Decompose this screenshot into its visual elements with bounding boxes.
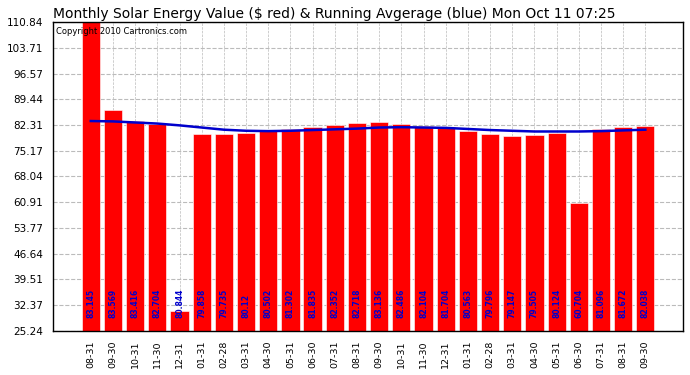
Bar	[259, 132, 277, 375]
Text: 82.104: 82.104	[419, 289, 428, 318]
Text: 80.502: 80.502	[264, 289, 273, 318]
Bar	[370, 122, 388, 375]
Bar	[348, 123, 366, 375]
Text: 81.302: 81.302	[286, 289, 295, 318]
Bar	[570, 203, 588, 375]
Text: 82.704: 82.704	[152, 289, 162, 318]
Bar	[237, 133, 255, 375]
Text: 81.672: 81.672	[619, 289, 628, 318]
Bar	[503, 136, 522, 375]
Text: 79.796: 79.796	[486, 289, 495, 318]
Text: 82.718: 82.718	[353, 289, 362, 318]
Text: 79.735: 79.735	[219, 289, 228, 318]
Bar	[193, 134, 210, 375]
Text: 83.145: 83.145	[86, 289, 95, 318]
Bar	[614, 127, 632, 375]
Text: 81.704: 81.704	[441, 289, 450, 318]
Bar	[459, 131, 477, 375]
Bar	[148, 123, 166, 375]
Bar	[525, 135, 544, 375]
Bar	[126, 121, 144, 375]
Text: 60.704: 60.704	[574, 289, 583, 318]
Bar	[326, 125, 344, 375]
Text: 79.858: 79.858	[197, 289, 206, 318]
Bar	[170, 310, 188, 375]
Bar	[104, 110, 122, 375]
Text: 83.136: 83.136	[375, 289, 384, 318]
Bar	[415, 126, 433, 375]
Text: 82.038: 82.038	[641, 289, 650, 318]
Bar	[215, 134, 233, 375]
Bar	[547, 133, 566, 375]
Text: 81.096: 81.096	[596, 289, 605, 318]
Bar	[392, 124, 411, 375]
Text: 83.569: 83.569	[108, 289, 117, 318]
Text: Copyright 2010 Cartronics.com: Copyright 2010 Cartronics.com	[56, 27, 187, 36]
Text: 82.352: 82.352	[331, 289, 339, 318]
Bar	[481, 134, 499, 375]
Text: 80.12: 80.12	[241, 294, 250, 318]
Bar	[592, 129, 610, 375]
Text: 80.563: 80.563	[464, 289, 473, 318]
Bar	[304, 127, 322, 375]
Text: 81.835: 81.835	[308, 289, 317, 318]
Bar	[437, 127, 455, 375]
Bar	[282, 129, 299, 375]
Text: 80.124: 80.124	[552, 289, 561, 318]
Text: 79.505: 79.505	[530, 289, 539, 318]
Text: Monthly Solar Energy Value ($ red) & Running Avgerage (blue) Mon Oct 11 07:25: Monthly Solar Energy Value ($ red) & Run…	[53, 7, 615, 21]
Text: 80.844: 80.844	[175, 289, 184, 318]
Bar	[636, 126, 654, 375]
Text: 79.147: 79.147	[508, 289, 517, 318]
Text: 83.416: 83.416	[130, 289, 139, 318]
Bar	[81, 13, 100, 375]
Text: 82.486: 82.486	[397, 289, 406, 318]
